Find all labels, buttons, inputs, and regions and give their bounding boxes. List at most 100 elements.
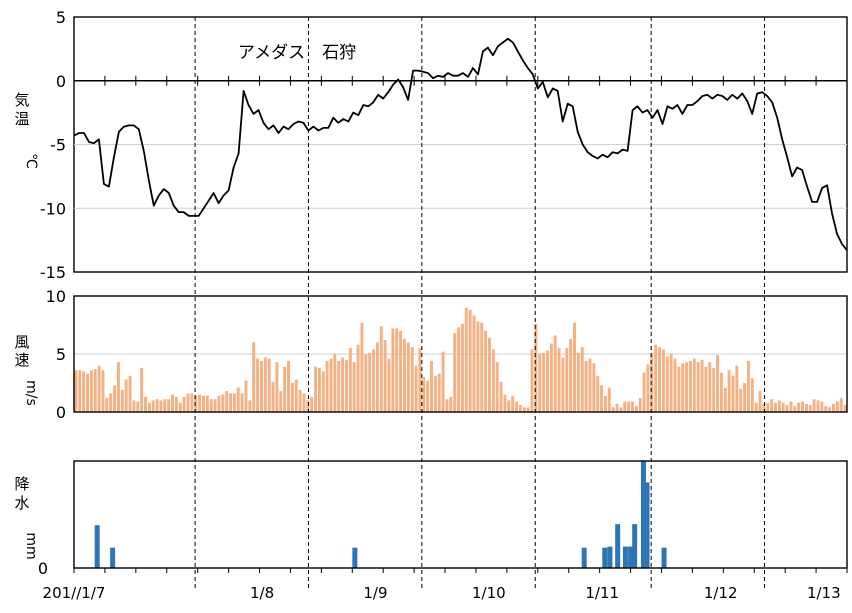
wind-bar xyxy=(824,406,828,412)
precip-bar xyxy=(632,524,638,568)
wind-bar xyxy=(665,356,669,412)
wind-bar xyxy=(144,396,147,412)
temperature-y-tick-label: 0 xyxy=(56,72,66,91)
wind-bar xyxy=(194,395,198,412)
wind-bar xyxy=(503,394,507,412)
wind-bar xyxy=(661,349,665,412)
precip-series xyxy=(94,461,667,568)
wind-bar xyxy=(789,401,793,412)
wind-bar xyxy=(155,399,159,412)
wind-bar xyxy=(777,400,781,412)
wind-bar xyxy=(287,360,290,412)
x-axis-tick-label: 201//1/7 xyxy=(43,584,106,602)
wind-bar xyxy=(171,394,175,412)
wind-bar xyxy=(654,344,658,412)
wind-bar xyxy=(202,395,205,412)
wind-bar xyxy=(248,400,252,412)
wind-bar xyxy=(793,406,797,412)
wind-bar xyxy=(642,372,646,412)
wind-ylabel-unit: m/s xyxy=(23,380,39,406)
precip-bar xyxy=(607,546,613,568)
wind-bar xyxy=(406,342,410,412)
wind-bar xyxy=(816,400,820,412)
wind-bar xyxy=(399,330,403,412)
wind-series xyxy=(74,307,847,412)
wind-bar xyxy=(225,391,229,412)
wind-bar xyxy=(488,337,491,412)
wind-bar xyxy=(190,393,194,412)
wind-y-ticks: 10 5 0 xyxy=(46,287,66,422)
precip-y-tick-label: 0 xyxy=(38,559,48,578)
wind-bar xyxy=(387,358,391,412)
wind-bar xyxy=(391,328,395,412)
wind-bar xyxy=(252,342,256,412)
wind-bar xyxy=(345,359,348,412)
x-axis-tick-label: 1/13 xyxy=(807,584,841,602)
temperature-y-tick-label: 5 xyxy=(56,8,66,27)
precip-bar xyxy=(110,547,116,568)
wind-bar xyxy=(453,333,457,412)
x-axis-tick-label: 1/11 xyxy=(585,584,619,602)
precip-bar xyxy=(661,547,667,568)
wind-bar xyxy=(337,360,341,412)
wind-bar xyxy=(646,364,650,412)
wind-bar xyxy=(843,405,847,412)
wind-bar xyxy=(542,352,546,412)
wind-bar xyxy=(310,396,314,412)
wind-bar xyxy=(557,348,561,412)
wind-bar xyxy=(128,376,132,412)
x-axis-tick-label: 1/9 xyxy=(363,584,387,602)
temperature-y-tick-label: -15 xyxy=(40,263,66,282)
wind-bar xyxy=(839,398,843,412)
wind-bar xyxy=(259,360,263,412)
wind-bar xyxy=(719,372,723,412)
wind-bar xyxy=(198,394,202,412)
wind-bar xyxy=(573,322,576,412)
wind-bar xyxy=(592,363,596,412)
wind-bar xyxy=(681,363,685,412)
wind-bar xyxy=(147,402,151,412)
wind-bar xyxy=(449,396,453,412)
wind-bar xyxy=(491,349,495,412)
wind-bar xyxy=(232,393,236,412)
wind-bar xyxy=(418,348,422,412)
wind-bar xyxy=(596,376,600,412)
wind-bar xyxy=(317,367,321,412)
wind-bar xyxy=(402,338,406,412)
temperature-y-tick-label: -10 xyxy=(40,199,66,218)
wind-bar xyxy=(414,365,418,412)
x-axis-tick-label: 1/8 xyxy=(250,584,274,602)
wind-bar xyxy=(109,393,113,412)
wind-bar xyxy=(627,401,631,412)
temperature-ylabel-char-1: 気 xyxy=(14,91,29,109)
wind-bar xyxy=(545,350,549,412)
wind-bar xyxy=(437,373,441,412)
wind-bar xyxy=(580,347,584,412)
wind-bar xyxy=(441,351,445,412)
wind-bar xyxy=(631,401,634,412)
wind-bar xyxy=(383,340,387,412)
wind-bar xyxy=(186,393,190,412)
precip-ylabel-unit: mm xyxy=(23,532,39,559)
wind-bar xyxy=(480,322,484,412)
wind-bar xyxy=(735,365,739,412)
wind-ylabel-char-1: 風 xyxy=(14,333,29,351)
wind-bar xyxy=(766,402,770,412)
wind-bar xyxy=(762,403,766,412)
wind-bar xyxy=(290,383,294,412)
wind-plot-frame xyxy=(73,295,848,413)
wind-bar xyxy=(708,362,712,412)
wind-bar xyxy=(140,367,144,412)
precip-panel: 0 降 水 mm xyxy=(14,460,848,578)
wind-bar xyxy=(445,399,449,412)
wind-bar xyxy=(329,358,333,412)
wind-bar xyxy=(801,401,805,412)
wind-bar xyxy=(603,395,607,412)
wind-bar xyxy=(263,357,267,412)
wind-bar xyxy=(321,371,325,412)
wind-bar xyxy=(561,357,565,412)
wind-bar xyxy=(704,366,708,412)
wind-bar xyxy=(781,402,785,412)
wind-bar xyxy=(348,348,352,412)
wind-bar xyxy=(178,402,182,412)
